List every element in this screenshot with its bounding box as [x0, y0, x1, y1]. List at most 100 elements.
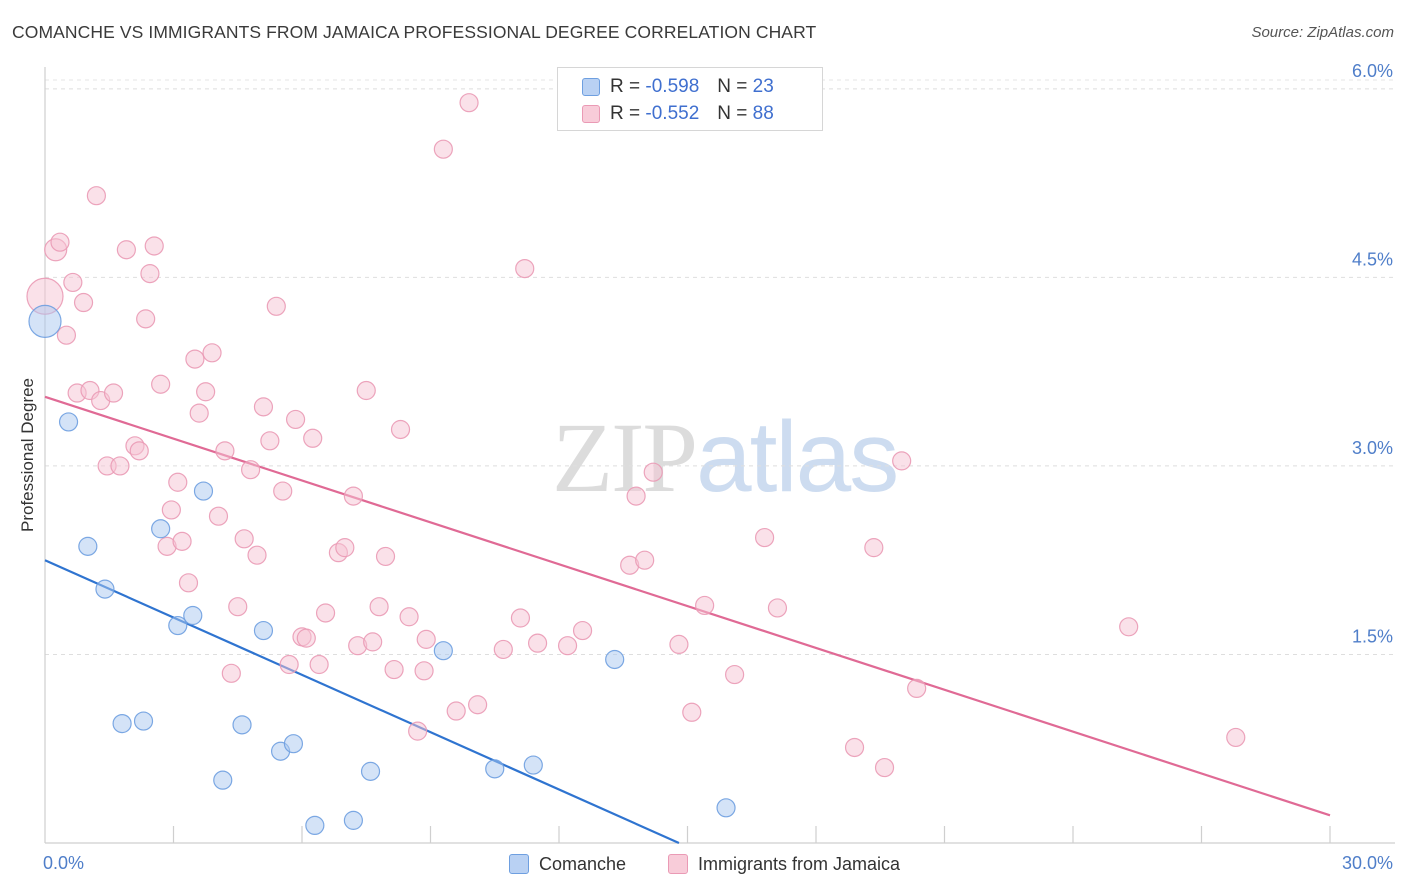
jamaica-point: [266, 296, 286, 316]
jamaica-point: [178, 573, 199, 593]
jamaica-point: [315, 603, 336, 623]
watermark-atlas: atlas: [696, 401, 899, 513]
comanche-point: [716, 798, 736, 818]
watermark: ZIPatlas: [552, 400, 899, 515]
jamaica-point: [140, 264, 160, 284]
jamaica-point: [874, 757, 895, 778]
jamaica-point: [285, 409, 306, 430]
jamaica-point: [682, 702, 702, 722]
comanche-point: [253, 620, 274, 641]
r-label: R =: [610, 103, 641, 124]
chart-source: Source: ZipAtlas.com: [1251, 24, 1394, 41]
comanche-point: [305, 815, 325, 836]
comanche-point: [151, 519, 171, 539]
n-label: N =: [717, 103, 748, 124]
jamaica-point: [754, 527, 775, 548]
jamaica-point: [168, 472, 188, 492]
jamaica-point: [384, 659, 404, 680]
jamaica-point: [459, 93, 479, 113]
comanche-point: [28, 304, 62, 338]
y-tick-label: 1.5%: [1352, 626, 1393, 646]
r-label: R =: [610, 76, 641, 97]
legend-row-jamaica: R = -0.552 N = 88: [582, 102, 774, 126]
jamaica-point: [50, 232, 70, 252]
jamaica-point: [844, 737, 865, 758]
jamaica-point: [202, 343, 222, 363]
jamaica-point: [527, 633, 548, 653]
jamaica-point: [864, 538, 884, 558]
jamaica-point: [557, 636, 578, 656]
jamaica-point: [369, 597, 389, 617]
jamaica-point: [375, 546, 396, 567]
x-tick-label-min: 0.0%: [43, 853, 84, 873]
comanche-point: [193, 481, 214, 501]
jamaica-point: [260, 431, 280, 451]
jamaica-point: [279, 654, 299, 675]
comanche-point: [183, 605, 203, 626]
comanche-point: [523, 755, 543, 775]
jamaica-point: [892, 451, 912, 471]
jamaica-point: [433, 139, 453, 159]
comanche-point: [283, 734, 304, 754]
jamaica-point: [416, 629, 436, 649]
comanche-point: [485, 759, 505, 779]
comanche-point: [78, 536, 98, 556]
comanche-point: [213, 770, 233, 790]
jamaica-point: [63, 272, 83, 293]
jamaica-point: [129, 441, 149, 461]
comanche-trend-line: [44, 559, 680, 845]
jamaica-point: [515, 258, 535, 279]
jamaica-point: [296, 628, 316, 648]
jamaica-point: [116, 240, 136, 260]
comanche-point: [95, 579, 115, 599]
jamaica-point: [247, 545, 267, 565]
y-tick-label: 6.0%: [1352, 61, 1393, 81]
jamaica-point: [161, 500, 181, 520]
comanche-point: [343, 810, 363, 830]
jamaica-point: [399, 607, 419, 627]
jamaica-point: [103, 383, 124, 403]
comanche-point: [168, 615, 188, 636]
jamaica-point: [172, 531, 192, 551]
jamaica-point: [56, 325, 77, 345]
jamaica-point: [363, 632, 383, 652]
comanche-point: [360, 761, 381, 781]
axis-layer: [44, 67, 1395, 844]
r-value: -0.552: [645, 103, 700, 124]
trend-layer: [44, 395, 1331, 845]
jamaica-point: [635, 550, 655, 570]
legend-item-comanche: Comanche: [509, 852, 626, 876]
jamaica-point: [390, 419, 411, 440]
jamaica-point: [343, 486, 363, 506]
jamaica-point: [572, 620, 593, 641]
jamaica-point: [510, 608, 531, 628]
jamaica-point: [228, 597, 248, 617]
n-label: N =: [717, 76, 748, 97]
comanche-point: [232, 715, 252, 735]
jamaica-point: [185, 349, 205, 369]
n-value: 23: [752, 76, 774, 97]
watermark-zip: ZIP: [552, 402, 698, 513]
n-value: 88: [752, 103, 774, 124]
comanche-point: [58, 412, 79, 432]
jamaica-point: [907, 678, 927, 699]
comanche-point: [112, 713, 132, 734]
jamaica-point: [335, 538, 355, 558]
jamaica-point: [695, 595, 715, 616]
jamaica-point: [208, 506, 229, 526]
jamaica-point: [136, 309, 156, 329]
jamaica-point: [241, 460, 261, 480]
jamaica-point: [221, 663, 241, 683]
jamaica-point: [1119, 617, 1139, 637]
comanche-swatch: [582, 78, 600, 96]
jamaica-point: [414, 661, 434, 681]
y-tick-label: 3.0%: [1352, 438, 1393, 458]
y-tick-label: 4.5%: [1352, 249, 1393, 269]
comanche-legend-label: Comanche: [539, 853, 627, 874]
jamaica-point: [309, 654, 329, 675]
x-tick-label-max: 30.0%: [1342, 853, 1393, 873]
jamaica-point: [253, 397, 274, 417]
jamaica-point: [643, 462, 663, 482]
jamaica-point: [86, 186, 107, 206]
